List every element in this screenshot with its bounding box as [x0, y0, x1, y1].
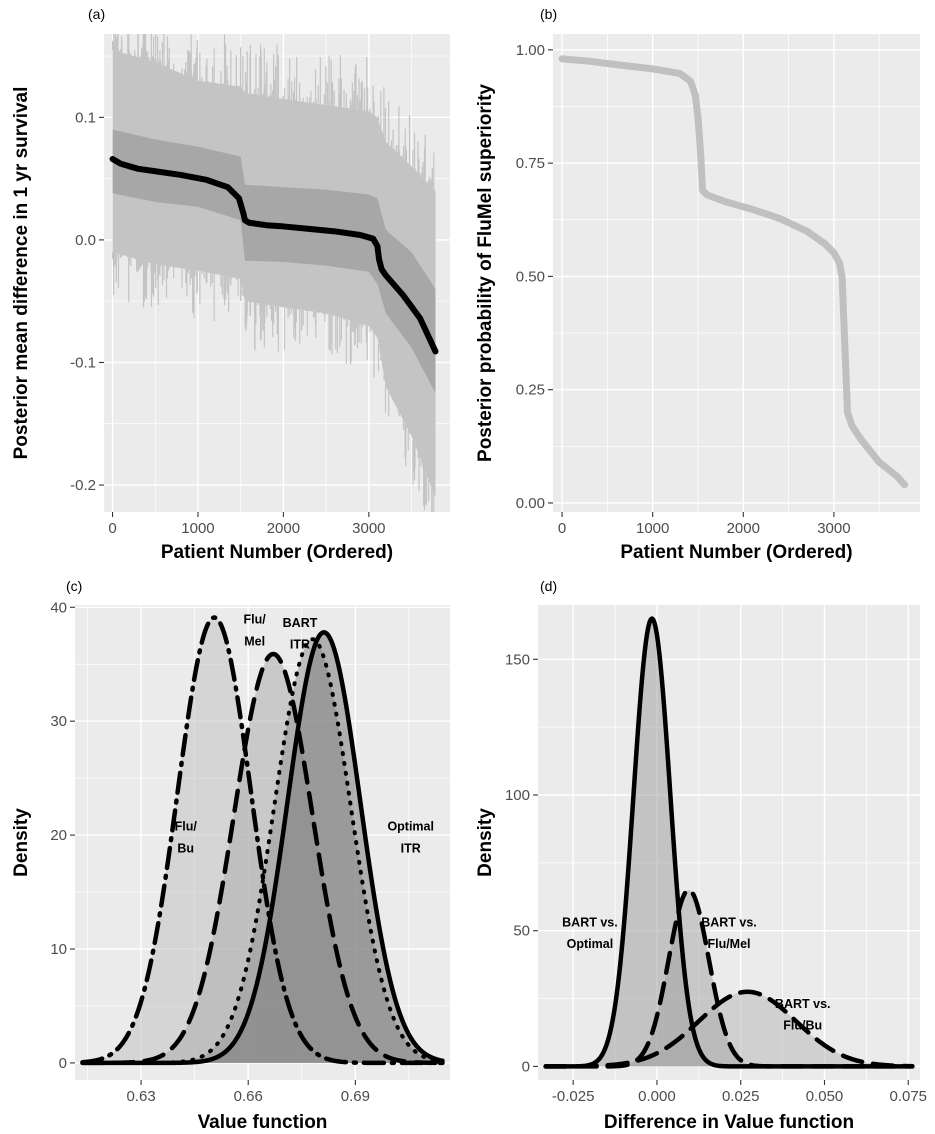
density-area-optimal-itr — [82, 632, 443, 1063]
y-tick-label: 0.25 — [516, 382, 545, 399]
axes: -0.025 0.000 0.025 0.050 0.075 0 50 100 150 — [505, 651, 927, 1105]
density-line-flu-bu — [80, 615, 445, 1066]
x-tick-label: 0.63 — [126, 1088, 155, 1105]
annotation-line: ITR — [290, 638, 310, 652]
gridlines — [553, 34, 920, 512]
x-tick-label: 2000 — [727, 520, 760, 537]
density-area-flu-mel — [82, 653, 443, 1063]
y-tick-label: 150 — [505, 651, 530, 668]
interval-spikes — [111, 34, 436, 512]
annotation-label: Flu/Bu — [175, 820, 198, 856]
annotation-line: Flu/Mel — [707, 937, 750, 951]
y-tick-label: 10 — [50, 941, 67, 958]
x-tick-label: 0.66 — [234, 1088, 263, 1105]
annotation-line: Bu — [177, 842, 194, 856]
annotation-line: BART vs. — [775, 997, 831, 1011]
x-tick-label: 0.000 — [638, 1088, 676, 1105]
density-area-flu-bu — [82, 617, 443, 1063]
annotation-line: Mel — [244, 634, 265, 648]
y-tick-label: 0.1 — [75, 109, 96, 126]
annotation-label: BART ITR — [283, 616, 318, 652]
y-tick-label: 1.00 — [516, 42, 545, 59]
y-tick-label: 0.00 — [516, 495, 545, 512]
panel-4: BART vs. Optimal BART vs. Flu/Mel BART vs. Fl… — [475, 578, 927, 1133]
y-tick-label: 20 — [50, 827, 67, 844]
x-tick-label: 0 — [558, 520, 566, 537]
annotation-line: Flu/ — [244, 612, 267, 626]
density-line-bart-vs-optimal — [543, 616, 915, 1069]
x-axis-title: Value function — [198, 1112, 328, 1133]
annotation-label: BART vs. Flu/Bu — [775, 997, 831, 1033]
interval-band-inner-interval — [112, 129, 436, 394]
y-tick-label: 0.75 — [516, 155, 545, 172]
axes: 0 1000 2000 3000 -0.2 -0.1 0.0 0.1 — [70, 109, 385, 537]
axes: 0 1000 2000 3000 0.00 0.25 0.50 0.75 1.00 — [516, 42, 851, 537]
y-tick-label: 0.0 — [75, 232, 96, 249]
annotation-line: Flu/ — [175, 820, 198, 834]
annotation-label: Flu/Mel — [244, 612, 267, 648]
panel-2: 0 1000 2000 3000 0.00 0.25 0.50 0.75 1.00 Patient… — [475, 6, 920, 563]
panel-label: (c) — [66, 578, 82, 594]
annotation-label: BART vs. Flu/Mel — [701, 915, 757, 951]
y-tick-label: 0 — [59, 1055, 67, 1072]
y-tick-label: 30 — [50, 713, 67, 730]
y-tick-label: 0.50 — [516, 268, 545, 285]
annotation-line: BART — [283, 616, 318, 630]
plot-area — [109, 34, 439, 512]
y-axis-title: Density — [475, 808, 496, 877]
x-tick-label: 3000 — [817, 520, 850, 537]
annotation-line: BART vs. — [562, 915, 618, 929]
annotation-line: Flu/Bu — [783, 1019, 822, 1033]
panel-label: (b) — [540, 6, 557, 22]
panel-label: (d) — [540, 578, 557, 594]
annotation-label: BART vs. Optimal — [562, 915, 618, 951]
annotation-line: ITR — [401, 842, 421, 856]
density-area-bart-vs-optimal — [545, 618, 913, 1067]
annotation-line: Optimal — [567, 937, 614, 951]
x-tick-label: 1000 — [636, 520, 669, 537]
x-tick-label: 0.69 — [341, 1088, 370, 1105]
density-area-bart-vs-flu-bu — [545, 991, 913, 1067]
y-tick-label: -0.2 — [70, 477, 96, 494]
y-axis-title: Posterior probability of FluMel superior… — [475, 84, 496, 462]
plot-area — [543, 616, 915, 1069]
plot-area — [80, 615, 445, 1066]
annotation-line: Optimal — [387, 820, 434, 834]
x-tick-label: 1000 — [181, 520, 214, 537]
series-line-posterior-mean — [109, 156, 439, 355]
y-tick-label: 40 — [50, 599, 67, 616]
x-axis-title: Patient Number (Ordered) — [620, 542, 852, 563]
panel-1: 0 1000 2000 3000 -0.2 -0.1 0.0 0.1 Patient Numbe… — [11, 6, 450, 563]
y-tick-label: 50 — [513, 923, 530, 940]
y-axis-title: Density — [11, 808, 32, 877]
x-tick-label: 0.075 — [889, 1088, 927, 1105]
y-tick-label: -0.1 — [70, 354, 96, 371]
x-tick-label: 0 — [108, 520, 116, 537]
x-tick-label: 2000 — [267, 520, 300, 537]
y-axis-title: Posterior mean difference in 1 yr surviv… — [11, 87, 32, 460]
y-tick-label: 100 — [505, 787, 530, 804]
plot-area — [558, 55, 909, 489]
panel-label: (a) — [88, 6, 105, 22]
annotation-label: Optimal ITR — [387, 820, 434, 856]
x-tick-label: 0.025 — [722, 1088, 760, 1105]
y-tick-label: 0 — [522, 1058, 530, 1075]
x-axis-title: Difference in Value function — [604, 1112, 854, 1133]
x-tick-label: 0.050 — [806, 1088, 844, 1105]
density-line-optimal-itr — [80, 630, 445, 1066]
axes: 0.63 0.66 0.69 0 10 20 30 40 — [50, 599, 370, 1105]
x-tick-label: -0.025 — [552, 1088, 595, 1105]
series-line-posterior-probability — [558, 55, 909, 489]
annotation-line: BART vs. — [701, 915, 757, 929]
x-tick-label: 3000 — [352, 520, 385, 537]
x-axis-title: Patient Number (Ordered) — [161, 542, 393, 563]
